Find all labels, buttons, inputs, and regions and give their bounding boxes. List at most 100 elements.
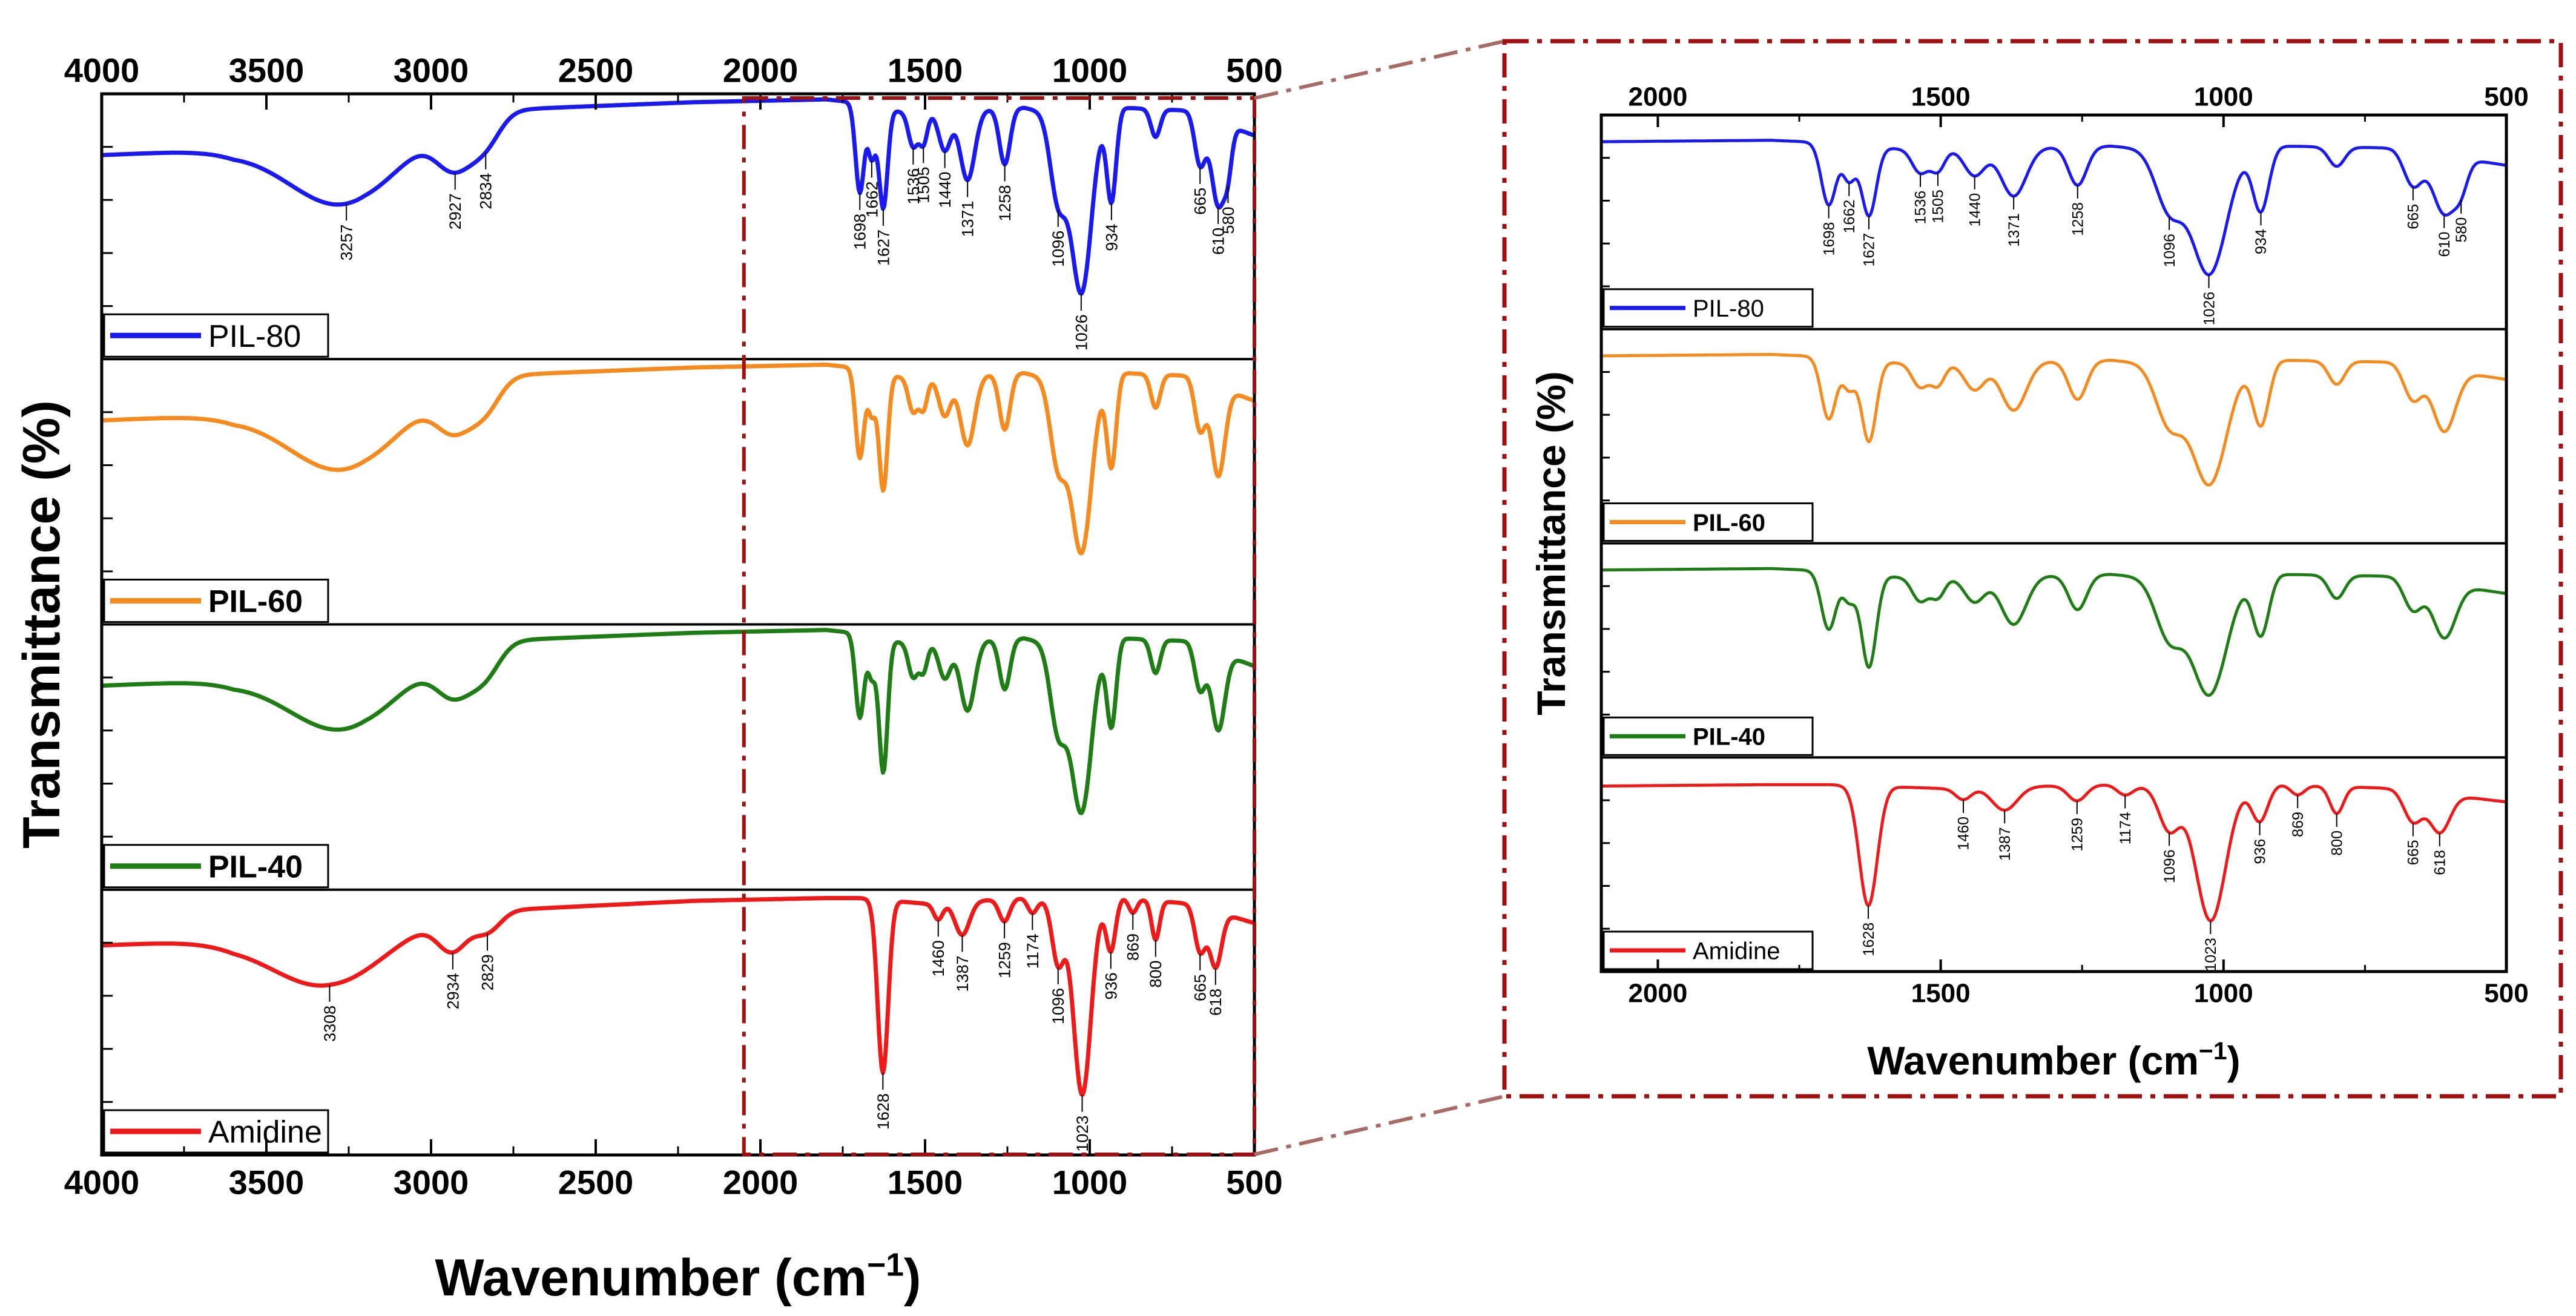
x-tick-label-bottom-3000: 3000 bbox=[394, 1163, 469, 1201]
x-tick-label-top-500: 500 bbox=[1226, 51, 1282, 89]
x-tick-label-bottom-1500: 1500 bbox=[888, 1163, 963, 1201]
peak-label-2934: 2934 bbox=[444, 973, 462, 1009]
legend-label-pil-80: PIL-80 bbox=[1693, 295, 1764, 322]
peak-label-1440: 1440 bbox=[936, 172, 954, 208]
peak-label-580: 580 bbox=[2453, 217, 2470, 243]
peak-label-618: 618 bbox=[2431, 850, 2448, 875]
series-line-pil-80 bbox=[1601, 139, 2507, 277]
x-axis-label: Wavenumber (cm−1) bbox=[435, 1247, 921, 1307]
y-axis-label: Transmittance (%) bbox=[1529, 371, 1573, 715]
x-tick-label-top-3000: 3000 bbox=[394, 51, 469, 89]
peak-label-1023: 1023 bbox=[1073, 1116, 1092, 1152]
legend-label-amidine: Amidine bbox=[1693, 938, 1780, 964]
peak-label-2829: 2829 bbox=[478, 954, 496, 990]
x-tick-label-top-4000: 4000 bbox=[64, 51, 140, 89]
peak-label-1536: 1536 bbox=[1912, 191, 1929, 225]
peak-label-1258: 1258 bbox=[2069, 202, 2086, 236]
peak-label-1662: 1662 bbox=[1841, 200, 1858, 234]
x-tick-label-bottom-500: 500 bbox=[2484, 979, 2528, 1008]
peak-label-1387: 1387 bbox=[1997, 827, 2014, 861]
x-tick-label-bottom-1500: 1500 bbox=[1911, 979, 1971, 1008]
x-tick-label-bottom-2000: 2000 bbox=[1628, 979, 1687, 1008]
x-tick-label-top-500: 500 bbox=[2484, 82, 2528, 112]
peak-label-934: 934 bbox=[2253, 229, 2270, 254]
x-axis-label: Wavenumber (cm−1) bbox=[1867, 1037, 2240, 1083]
peak-label-2834: 2834 bbox=[477, 173, 495, 209]
x-tick-label-bottom-500: 500 bbox=[1226, 1163, 1282, 1201]
x-tick-label-top-3500: 3500 bbox=[229, 51, 305, 89]
x-tick-label-top-1500: 1500 bbox=[888, 51, 963, 89]
x-tick-label-bottom-1000: 1000 bbox=[1052, 1163, 1128, 1201]
peak-label-1628: 1628 bbox=[874, 1093, 892, 1130]
x-tick-label-bottom-4000: 4000 bbox=[64, 1163, 140, 1201]
peak-label-665: 665 bbox=[2405, 204, 2422, 229]
peak-label-1505: 1505 bbox=[1930, 189, 1947, 223]
zoom-connector-bottom bbox=[1254, 1094, 1505, 1156]
legend-label-pil-60: PIL-60 bbox=[1693, 510, 1765, 536]
peak-label-665: 665 bbox=[1191, 974, 1210, 1001]
peak-label-580: 580 bbox=[1219, 206, 1237, 234]
x-tick-label-top-2000: 2000 bbox=[723, 51, 799, 89]
peak-label-934: 934 bbox=[1102, 224, 1121, 251]
peak-label-1026: 1026 bbox=[1072, 314, 1090, 350]
peak-label-869: 869 bbox=[1124, 933, 1142, 961]
legend-label-pil-60: PIL-60 bbox=[208, 584, 303, 619]
x-tick-label-top-2000: 2000 bbox=[1628, 82, 1687, 112]
peak-label-800: 800 bbox=[2328, 831, 2345, 856]
series-line-pil-60 bbox=[1601, 353, 2507, 487]
legend-label-amidine: Amidine bbox=[208, 1115, 322, 1150]
peak-label-1026: 1026 bbox=[2201, 292, 2218, 326]
plot-frame bbox=[1599, 113, 2508, 973]
panel-amidine: 1628 1460 1387 1259 1174 1096 1023 936 869 800 665… bbox=[1601, 783, 2507, 972]
y-axis-label: Transmittance (%) bbox=[13, 400, 71, 849]
peak-label-1174: 1174 bbox=[1024, 933, 1042, 969]
peak-label-1096: 1096 bbox=[2161, 234, 2178, 268]
peak-label-665: 665 bbox=[1191, 188, 1210, 215]
peak-label-1460: 1460 bbox=[929, 940, 947, 976]
x-tick-label-bottom-2000: 2000 bbox=[723, 1163, 799, 1201]
panel-amidine: 3308 2934 2829 1628 1460 1387 1259 1174 1096 1023… bbox=[100, 896, 1256, 1154]
legend-label-pil-40: PIL-40 bbox=[1693, 724, 1765, 751]
peak-label-1096: 1096 bbox=[1049, 231, 1067, 267]
peak-label-869: 869 bbox=[2290, 812, 2307, 837]
peak-label-3308: 3308 bbox=[321, 1005, 339, 1042]
peak-label-1627: 1627 bbox=[1861, 233, 1878, 267]
peak-label-1371: 1371 bbox=[959, 201, 977, 237]
peak-label-1627: 1627 bbox=[874, 229, 892, 266]
panel-pil-40: PIL-40 bbox=[100, 628, 1256, 891]
peak-label-1387: 1387 bbox=[954, 956, 972, 992]
peak-label-665: 665 bbox=[2405, 840, 2422, 865]
peak-label-1698: 1698 bbox=[851, 214, 869, 250]
peak-label-618: 618 bbox=[1207, 989, 1225, 1016]
legend-label-pil-40: PIL-40 bbox=[208, 849, 303, 884]
peak-label-1096: 1096 bbox=[2161, 849, 2178, 883]
peak-label-1698: 1698 bbox=[1820, 222, 1837, 256]
peak-label-936: 936 bbox=[1102, 973, 1120, 1000]
peak-label-1174: 1174 bbox=[2117, 812, 2134, 844]
zoom-connectors bbox=[742, 39, 2563, 1156]
series-line-amidine bbox=[100, 896, 1256, 1097]
series-line-amidine bbox=[1601, 783, 2507, 923]
peak-label-610: 610 bbox=[2436, 232, 2453, 257]
inset-frame bbox=[1502, 39, 2563, 1099]
peak-label-1505: 1505 bbox=[915, 166, 933, 203]
peak-label-1096: 1096 bbox=[1049, 988, 1067, 1024]
peak-label-1259: 1259 bbox=[2069, 818, 2086, 852]
peak-label-1371: 1371 bbox=[2006, 213, 2023, 247]
x-tick-label-bottom-1000: 1000 bbox=[2194, 979, 2253, 1008]
peak-label-800: 800 bbox=[1147, 961, 1165, 988]
x-tick-label-bottom-3500: 3500 bbox=[229, 1163, 305, 1201]
zoom-region-box bbox=[742, 96, 1257, 1156]
series-line-pil-80 bbox=[100, 97, 1256, 296]
series-line-pil-60 bbox=[100, 363, 1256, 556]
series-line-pil-40 bbox=[100, 628, 1256, 815]
panel-pil-60: PIL-60 bbox=[1601, 353, 2507, 545]
legend-box-pil-40 bbox=[1603, 716, 1814, 756]
peak-label-1258: 1258 bbox=[996, 185, 1014, 222]
x-tick-label-top-1000: 1000 bbox=[2194, 82, 2253, 112]
